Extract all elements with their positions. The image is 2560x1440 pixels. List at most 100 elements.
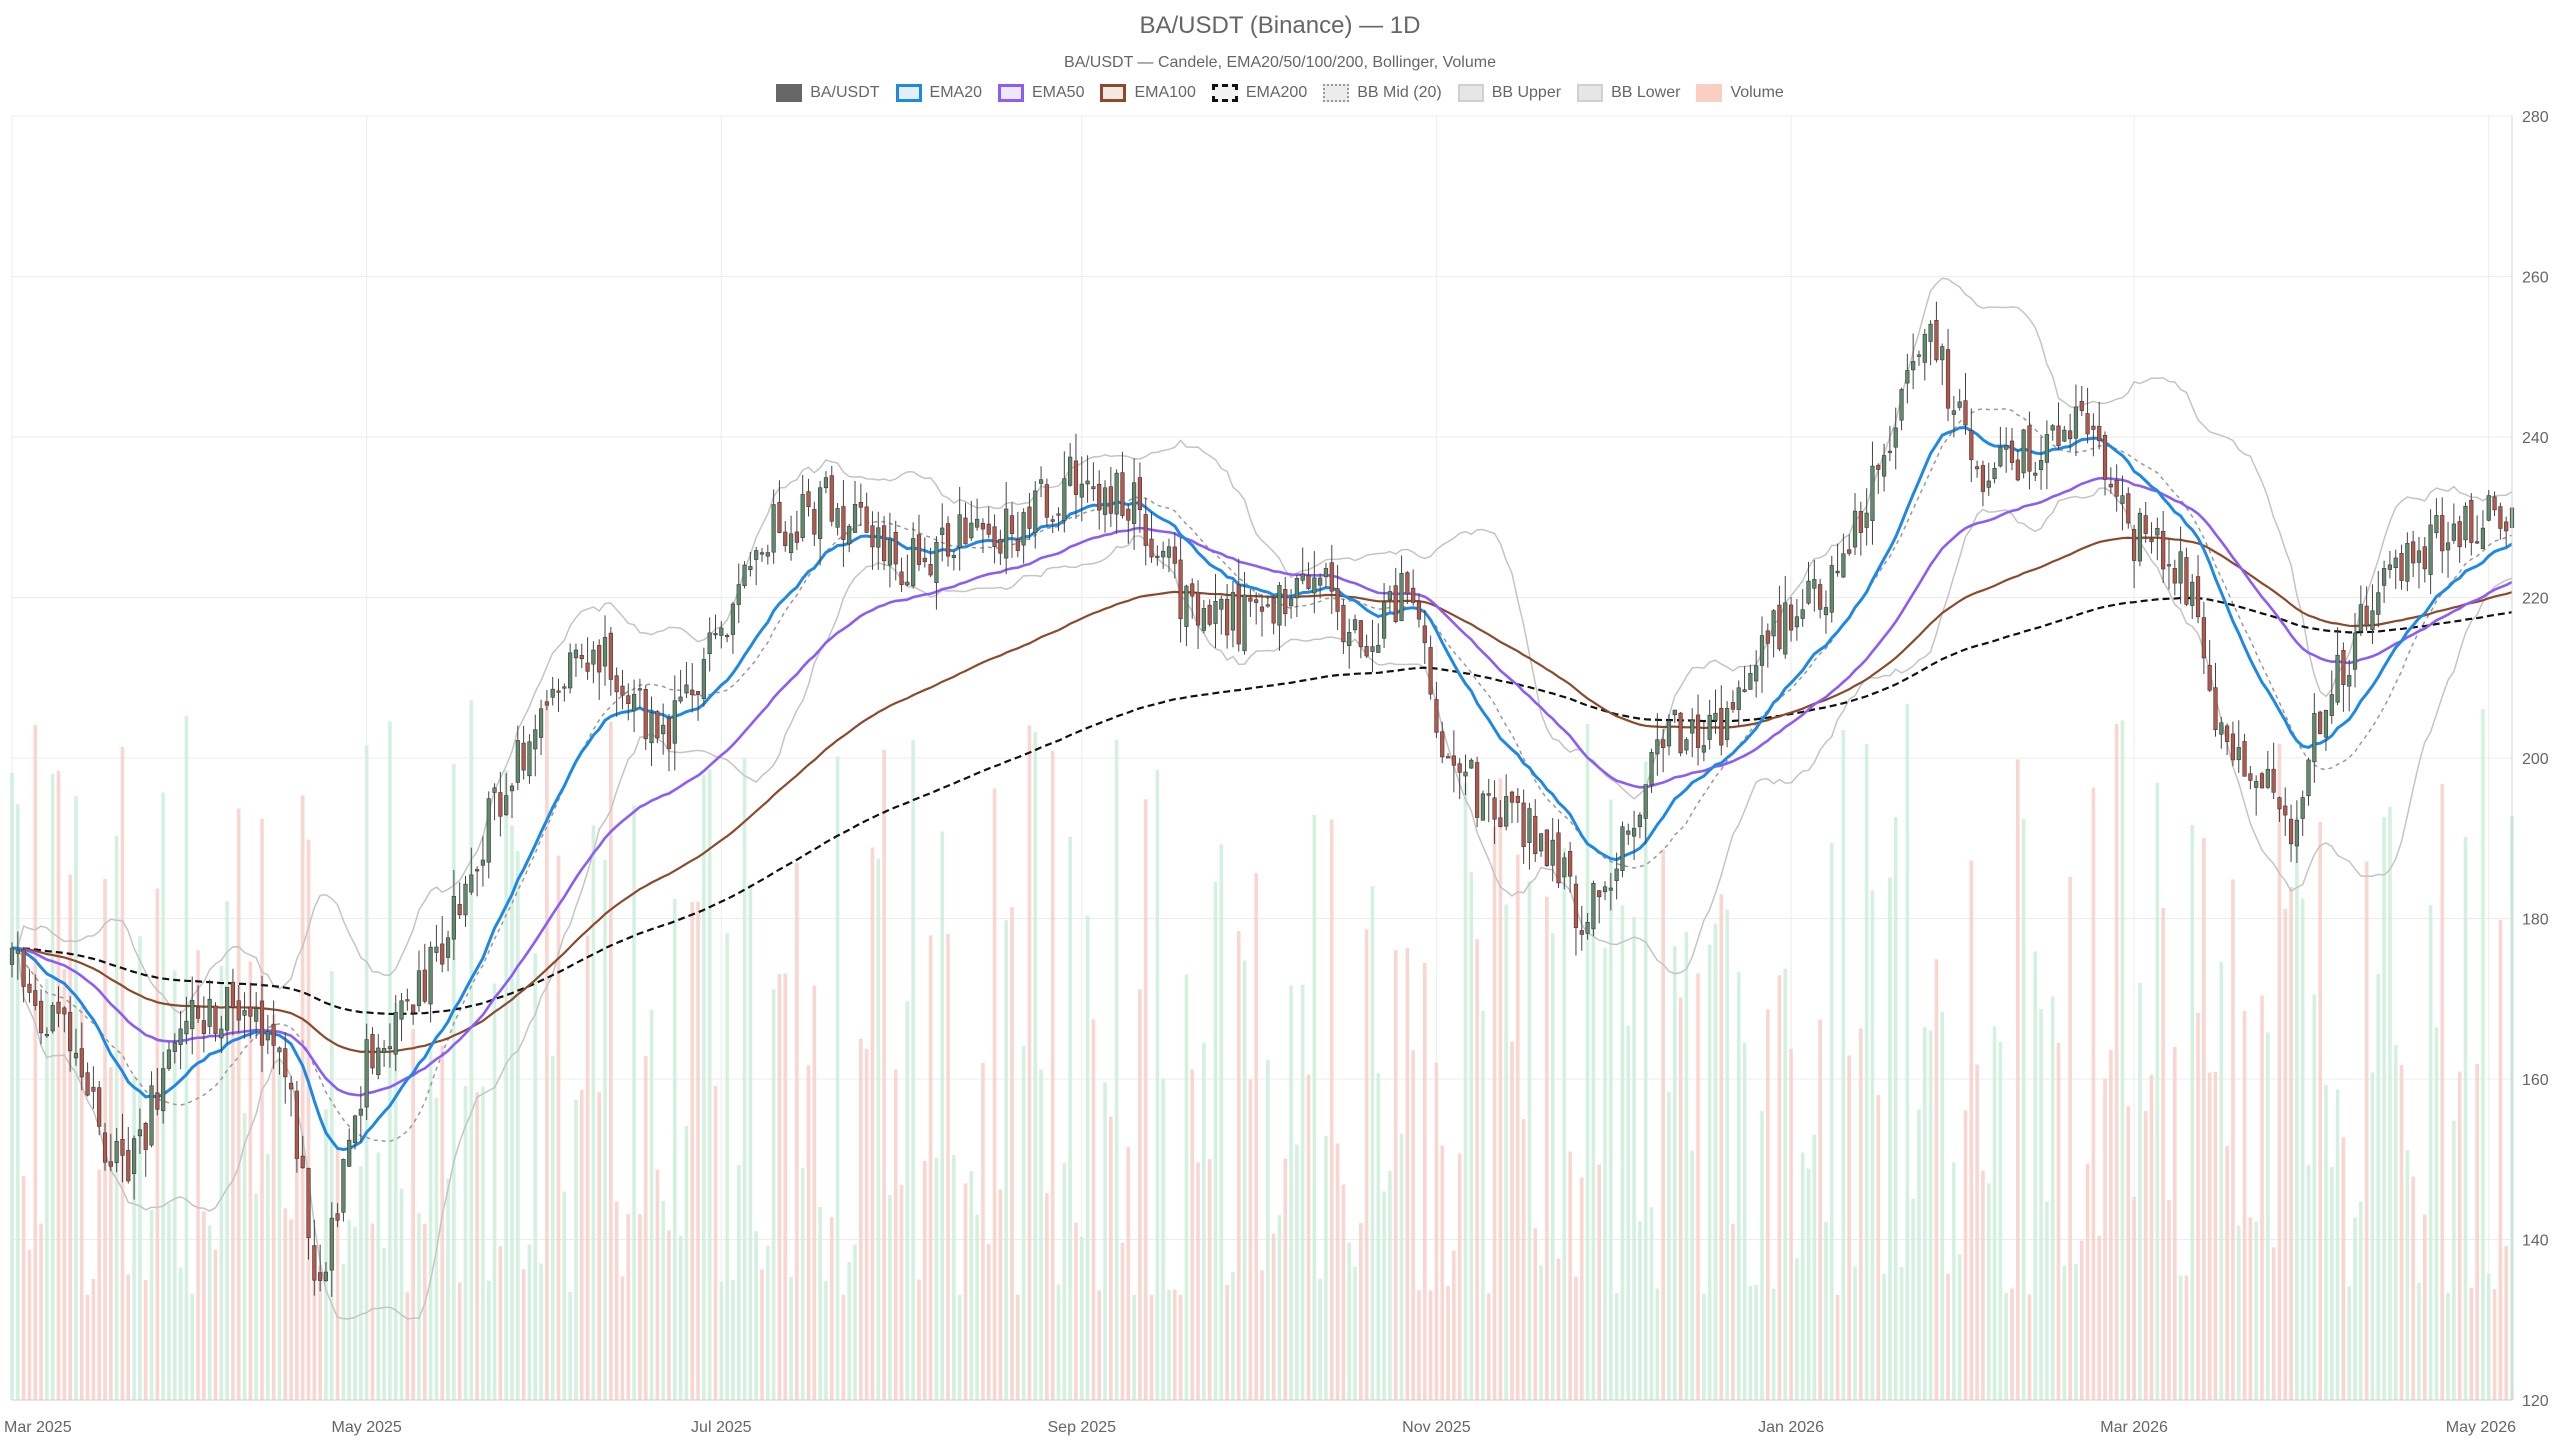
candle <box>1300 547 1305 585</box>
candle-body <box>131 1138 137 1174</box>
candle <box>655 709 660 744</box>
candle-body <box>2184 557 2189 605</box>
candle-body <box>1068 456 1073 486</box>
candle-body <box>2405 543 2410 582</box>
candle-body <box>97 1087 102 1127</box>
candle <box>1422 609 1427 665</box>
candle <box>992 514 997 564</box>
volume-bar <box>2097 1235 2102 1400</box>
legend-item-candles[interactable]: BA/USDT <box>776 84 880 102</box>
volume-bar <box>1986 1183 1991 1400</box>
candle-body <box>1597 890 1602 898</box>
candle-body <box>219 1028 224 1039</box>
legend-item-bb-lower[interactable]: BB Lower <box>1577 84 1680 102</box>
volume-bar <box>85 1294 90 1400</box>
candle <box>1172 532 1177 579</box>
volume-bar <box>1934 959 1939 1400</box>
candle <box>1131 458 1137 550</box>
candle <box>2387 550 2393 579</box>
volume-bar <box>260 818 264 1400</box>
volume-bar <box>1998 1042 2003 1400</box>
candle <box>1312 551 1317 614</box>
y-tick-label: 220 <box>2522 591 2549 608</box>
volume-bar <box>2481 709 2485 1400</box>
candle-body <box>998 538 1003 554</box>
volume-bar <box>2457 1071 2462 1400</box>
candle <box>2341 642 2346 712</box>
candle <box>1283 576 1288 627</box>
legend-item-ema20[interactable]: EMA20 <box>895 84 982 102</box>
legend-item-ema100[interactable]: EMA100 <box>1100 84 1196 102</box>
volume-bar <box>114 835 119 1400</box>
y-tick-label: 240 <box>2522 430 2549 447</box>
candle-body <box>405 999 410 1002</box>
candle-body <box>341 1158 346 1213</box>
volume-bar <box>91 1278 96 1400</box>
candle-body <box>591 649 596 665</box>
candle-body <box>1934 320 1939 361</box>
volume-bar <box>1574 1276 1578 1400</box>
candle-body <box>2329 694 2334 716</box>
volume-bar <box>742 758 747 1400</box>
candle-body <box>2265 768 2270 788</box>
legend-item-volume[interactable]: Volume <box>1696 84 1784 102</box>
candle <box>2062 425 2067 443</box>
bb-mid-line <box>11 408 2513 1142</box>
candle-body <box>1951 410 1956 415</box>
volume-bar <box>806 1065 811 1400</box>
candle-body <box>1062 478 1067 521</box>
legend-item-bb-upper[interactable]: BB Upper <box>1457 84 1561 102</box>
legend-item-ema200[interactable]: EMA200 <box>1211 84 1307 102</box>
candle <box>1259 594 1265 637</box>
candle <box>2486 489 2491 522</box>
candle <box>899 557 904 592</box>
volume-bar <box>10 772 14 1400</box>
candle-body <box>899 571 904 586</box>
candle <box>108 1133 113 1172</box>
legend-label: BB Lower <box>1611 84 1681 101</box>
candle-body <box>2114 479 2119 497</box>
candle <box>1544 829 1549 868</box>
candle <box>283 1032 288 1104</box>
volume-bar <box>760 1269 764 1400</box>
volume-bar <box>1649 1207 1654 1400</box>
candle <box>666 713 672 772</box>
candle <box>1509 790 1515 824</box>
candle <box>230 968 236 1036</box>
volume-bar <box>1527 881 1532 1400</box>
candle-body <box>1381 601 1387 639</box>
candle <box>1800 589 1805 627</box>
candle-body <box>190 1000 195 1030</box>
volume-bar <box>2382 817 2386 1400</box>
candle <box>1661 728 1666 773</box>
volume-bar <box>1155 770 1160 1400</box>
candle <box>1905 353 1910 404</box>
candle <box>265 1014 270 1054</box>
candle-body <box>533 729 538 750</box>
candle-body <box>1498 817 1503 827</box>
candle-body <box>1027 506 1032 529</box>
volume-bar <box>678 1235 683 1400</box>
volume-bar <box>725 933 729 1400</box>
candle-body <box>2038 460 2044 471</box>
candle-body <box>1213 601 1218 624</box>
candle <box>2155 517 2160 561</box>
candle-body <box>1521 802 1526 847</box>
volume-bar <box>1010 907 1014 1400</box>
candle-body <box>1655 739 1660 755</box>
volume-bar <box>853 1244 857 1400</box>
volume-bar <box>783 973 788 1400</box>
candle-body <box>1608 887 1613 891</box>
candle-body <box>2300 797 2305 819</box>
volume-bar <box>2190 824 2195 1400</box>
candle-body <box>2457 521 2462 548</box>
ema200-line <box>11 596 2513 1016</box>
candle-body <box>1678 712 1683 754</box>
legend-item-bb-mid[interactable]: BB Mid (20) <box>1323 84 1442 102</box>
legend-item-ema50[interactable]: EMA50 <box>998 84 1084 102</box>
candle-body <box>1288 598 1294 607</box>
volume-bars <box>10 700 2514 1400</box>
candle-body <box>207 998 212 1027</box>
volume-bar <box>126 1274 131 1400</box>
